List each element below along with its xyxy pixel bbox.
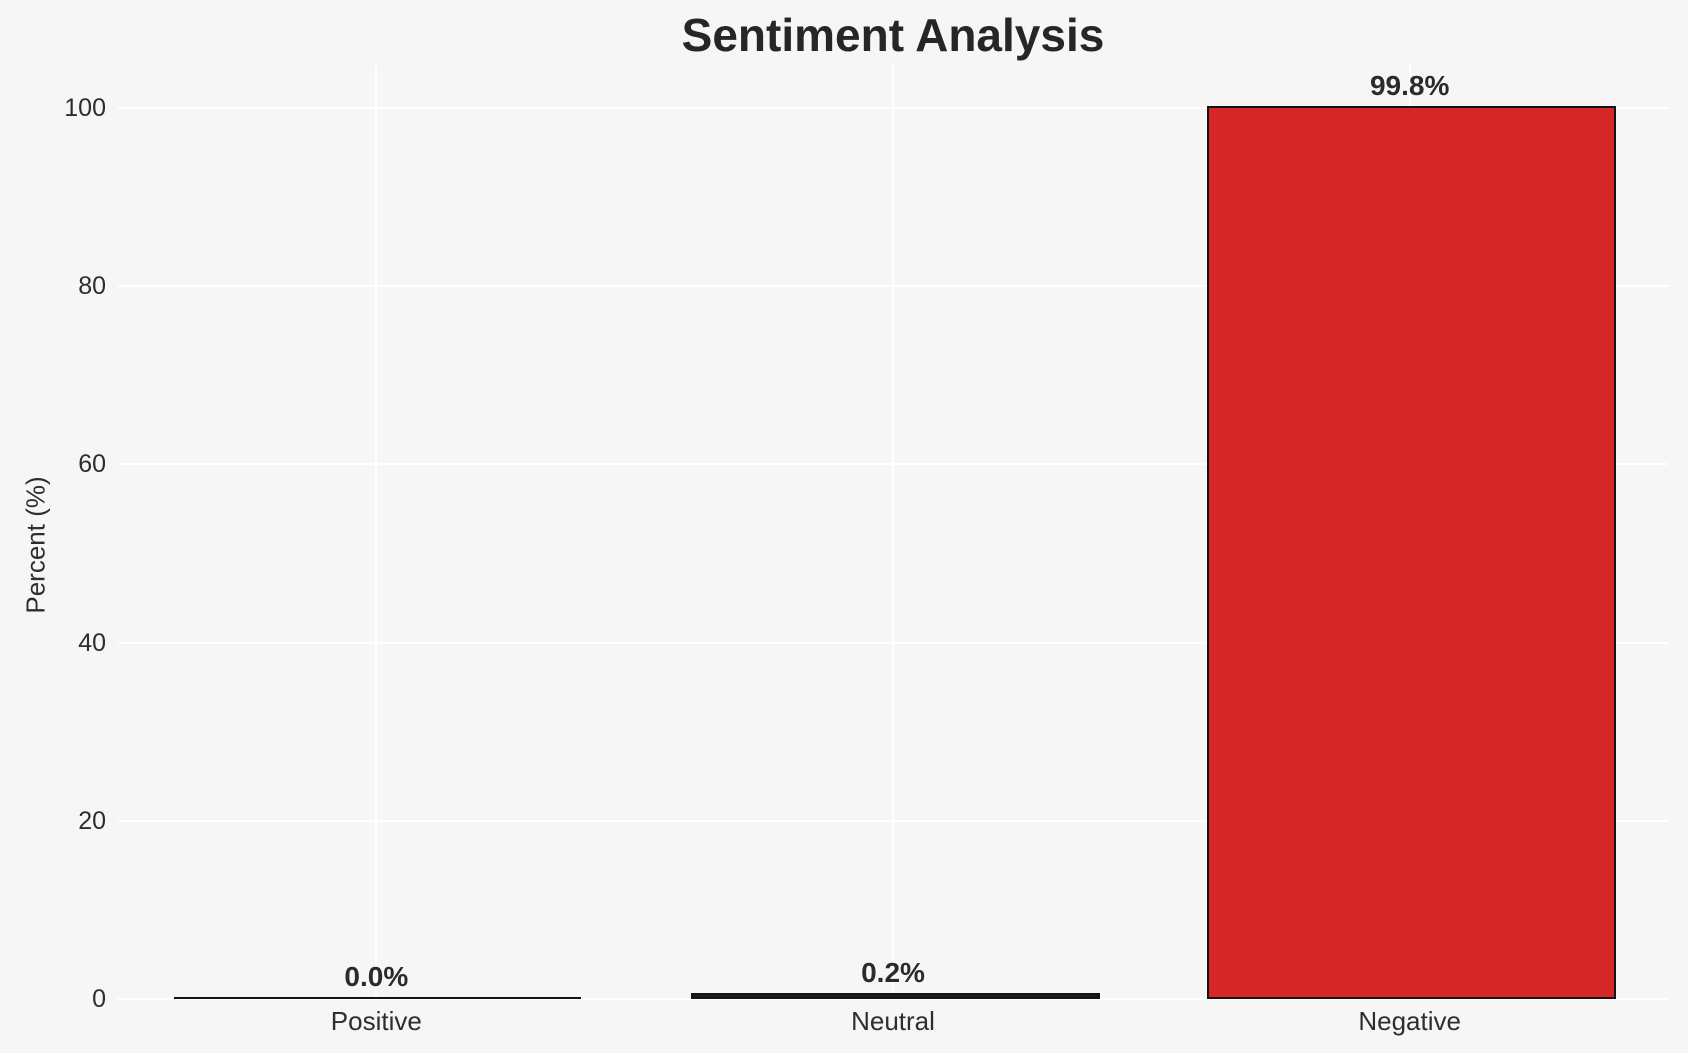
- bar-neutral: [691, 993, 1100, 999]
- y-tick-label-100: 100: [64, 93, 106, 122]
- x-tick-label-neutral: Neutral: [851, 1006, 935, 1036]
- gridline-vertical-neutral: [892, 65, 894, 999]
- chart-title: Sentiment Analysis: [681, 9, 1105, 61]
- y-tick-label-60: 60: [78, 450, 106, 479]
- gridline-horizontal-0: [118, 998, 1668, 1000]
- y-tick-label-40: 40: [78, 628, 106, 657]
- bar-negative: [1207, 106, 1616, 999]
- x-tick-label-negative: Negative: [1358, 1006, 1461, 1036]
- bar-positive: [174, 997, 581, 999]
- y-tick-label-0: 0: [92, 985, 106, 1013]
- plot-area: 0.0% 0.2% 99.8%: [118, 65, 1668, 1000]
- y-axis-label: Percent (%): [20, 476, 51, 614]
- y-tick-label-80: 80: [78, 272, 106, 301]
- bar-value-label-negative: 99.8%: [1369, 70, 1450, 101]
- y-tick-label-20: 20: [78, 806, 106, 835]
- bar-value-label-neutral: 0.2%: [861, 957, 925, 988]
- bar-value-label-positive: 0.0%: [344, 961, 409, 992]
- gridline-vertical-positive: [375, 65, 378, 999]
- x-tick-label-positive: Positive: [330, 1006, 422, 1036]
